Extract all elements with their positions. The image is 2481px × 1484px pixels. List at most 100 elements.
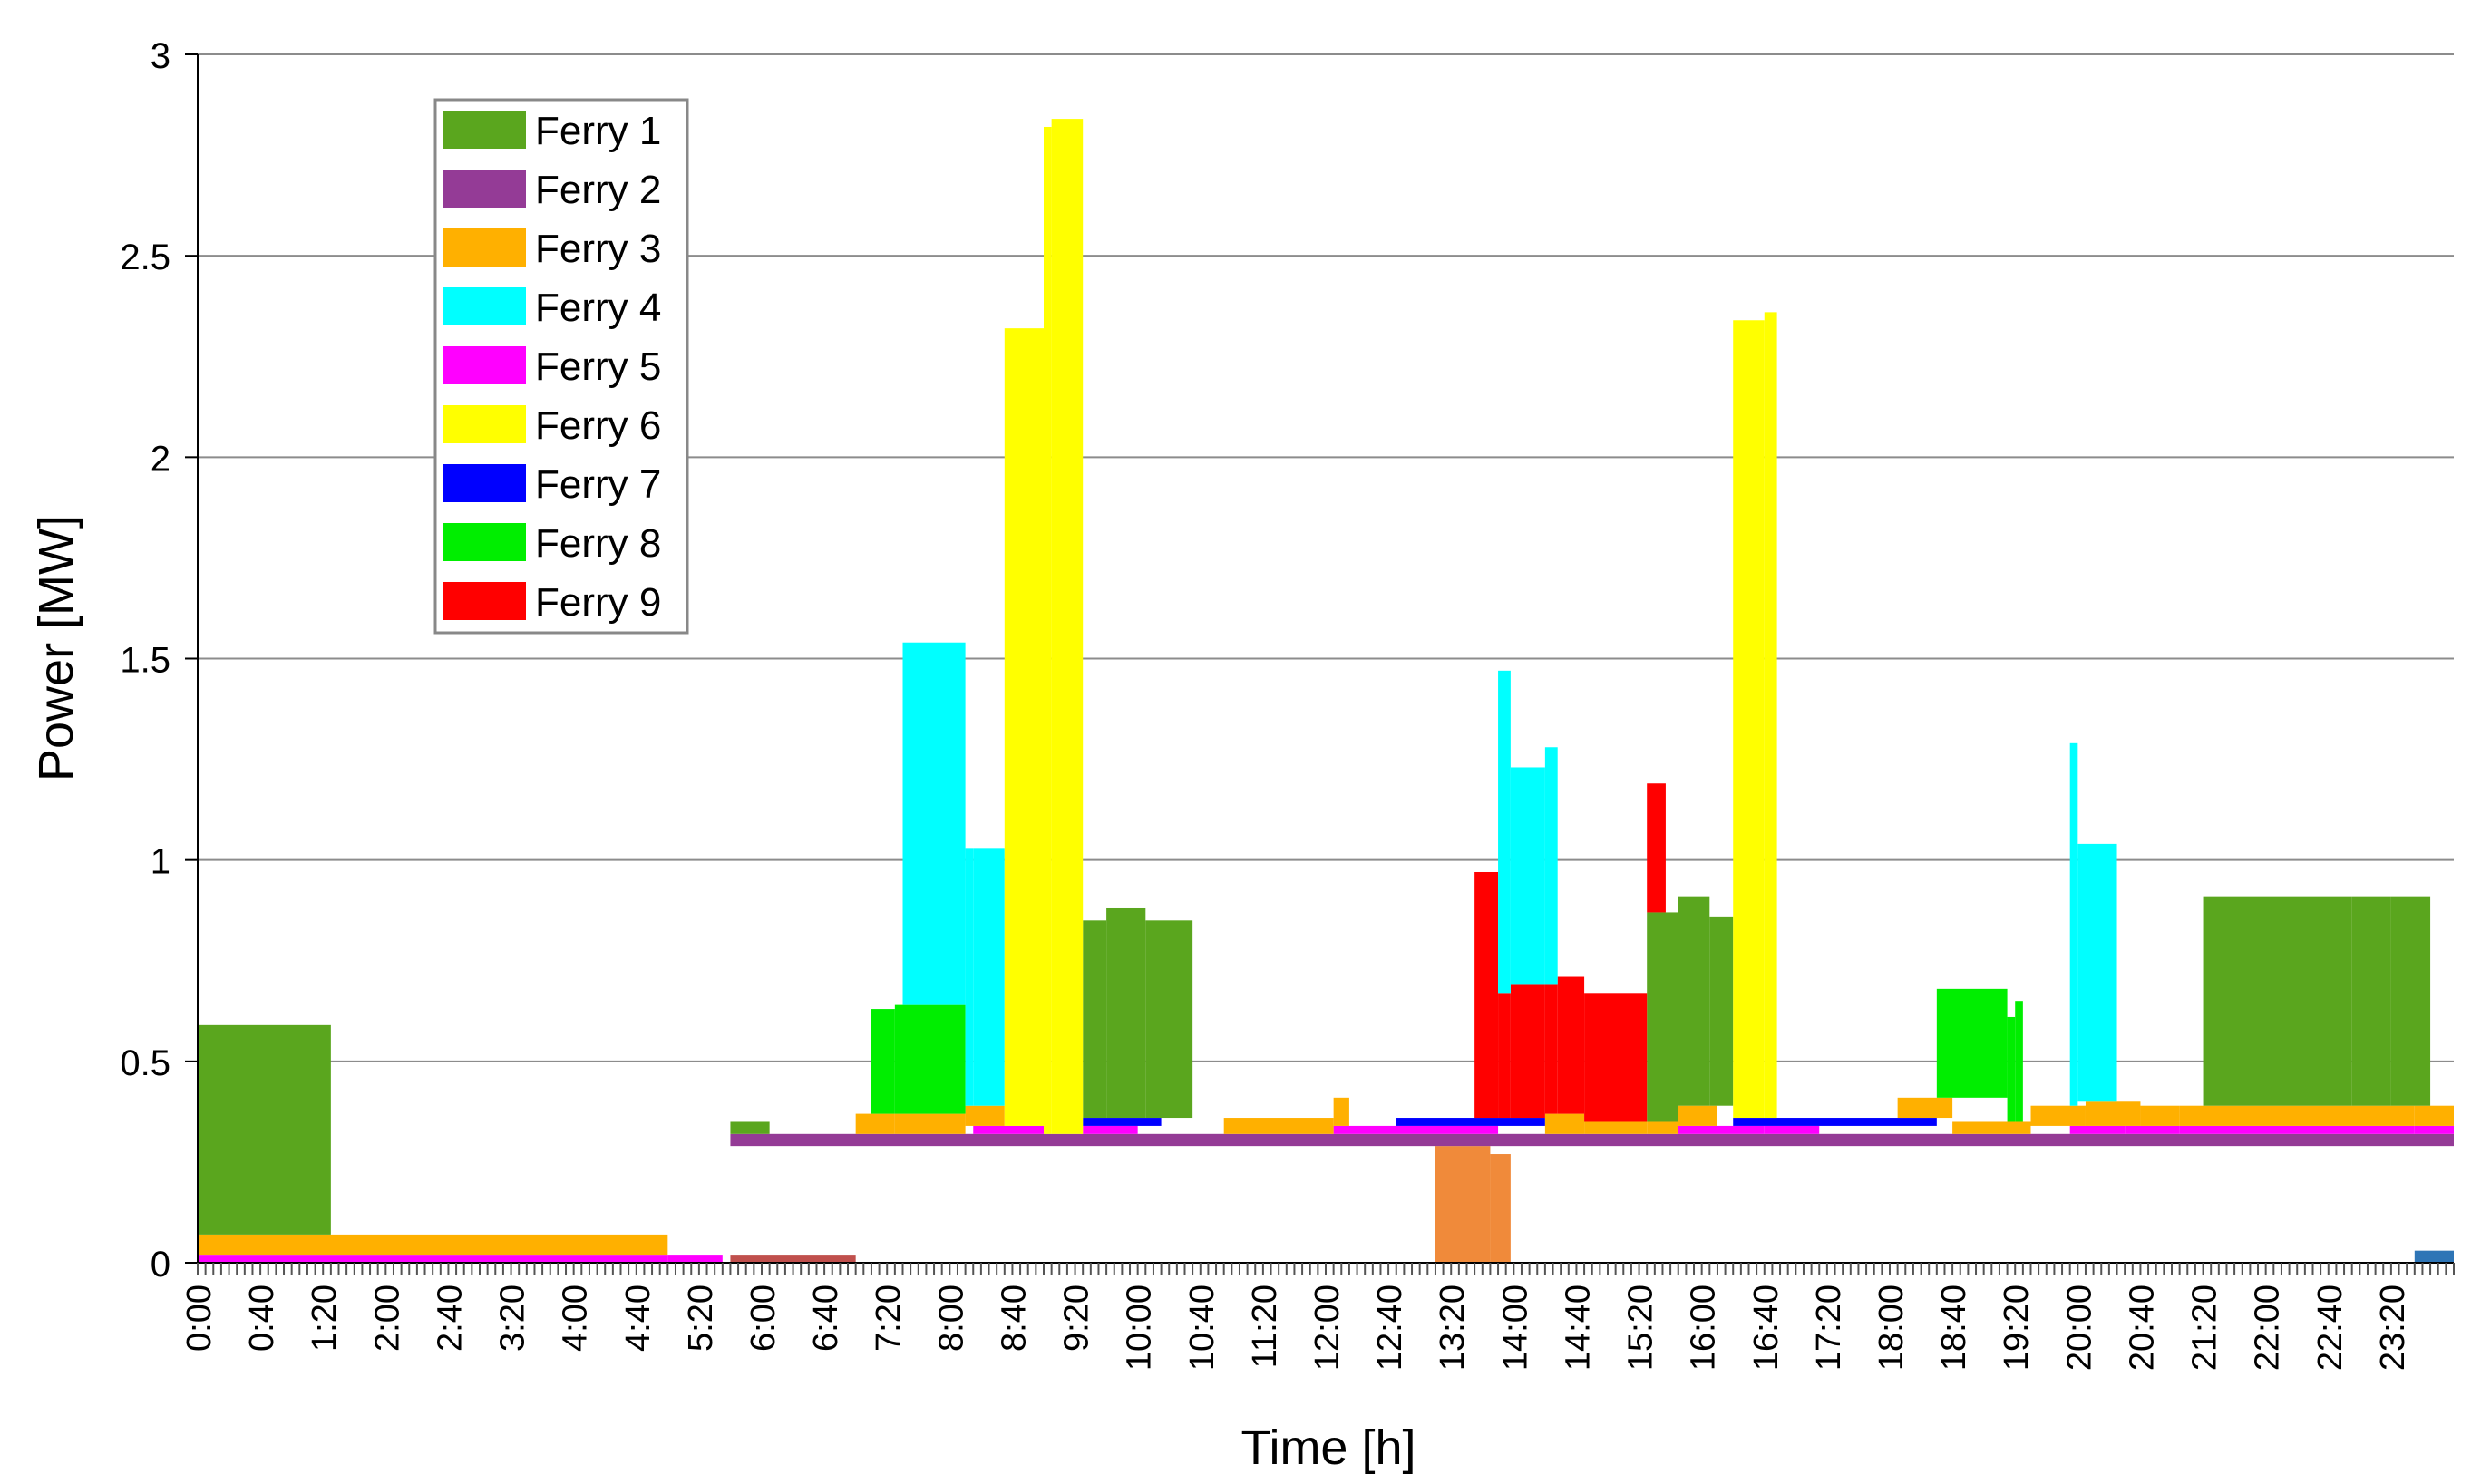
x-tick-label: 10:40	[1183, 1285, 1221, 1371]
x-tick-label: 8:00	[932, 1285, 970, 1352]
bar-ferry-1	[1106, 907, 1146, 1119]
x-tick-label: 12:00	[1309, 1285, 1347, 1371]
bar-segment-extra	[730, 1255, 856, 1263]
legend-swatch	[443, 170, 526, 208]
x-tick-label: 7:20	[870, 1285, 908, 1352]
x-tick-label: 18:40	[1935, 1285, 1973, 1371]
bar-ferry-3	[1544, 1113, 1585, 1134]
bar-ferry-9	[1498, 993, 1511, 1119]
bar-ferry-1	[198, 1024, 331, 1235]
bar-ferry-9	[1474, 871, 1499, 1119]
legend-label: Ferry 1	[535, 109, 661, 153]
legend: Ferry 1 Ferry 2 Ferry 3 Ferry 4 Ferry 5 Ferry…	[433, 98, 689, 635]
bar-ferry-5	[1678, 1125, 1765, 1134]
bar-ferry-6	[1733, 320, 1765, 1119]
x-tick-label: 4:00	[557, 1285, 595, 1352]
x-tick-label: 14:00	[1496, 1285, 1534, 1371]
legend-swatch	[443, 346, 526, 384]
legend-label: Ferry 3	[535, 227, 661, 271]
bar-ferry-8	[2015, 1001, 2023, 1122]
legend-swatch	[443, 464, 526, 502]
chart-bars	[198, 119, 2454, 1263]
x-tick-label: 9:20	[1058, 1285, 1096, 1352]
bar-ferry-1	[1709, 916, 1734, 1106]
x-tick-label: 2:40	[431, 1285, 469, 1352]
bar-ferry-3	[2179, 1105, 2415, 1126]
x-tick-label: 0:40	[243, 1285, 281, 1352]
x-tick-label: 0:00	[180, 1285, 219, 1352]
x-tick-label: 16:00	[1685, 1285, 1723, 1371]
bar-ferry-8	[2007, 1016, 2016, 1122]
x-tick-label: 22:40	[2311, 1285, 2350, 1371]
bar-ferry-3	[198, 1234, 668, 1256]
bar-ferry-1	[2390, 896, 2431, 1106]
bar-ferry-5	[1764, 1125, 1820, 1134]
bar-ferry-3	[2085, 1101, 2141, 1126]
bar-ferry-9	[1557, 976, 1585, 1114]
bar-ferry-6	[1764, 312, 1777, 1119]
bar-ferry-5	[2179, 1125, 2415, 1134]
bar-ferry-9	[1544, 984, 1558, 1114]
bar-ferry-9	[1510, 984, 1523, 1119]
y-axis-title: Power [MW]	[29, 515, 83, 781]
axes: 0 0.5 1 1.5 2 2.5 3 0:00 0:40 1:20 2:00 2:40 3:20 4:0…	[120, 36, 2455, 1371]
bar-ferry-5	[2069, 1125, 2126, 1134]
legend-label: Ferry 7	[535, 462, 661, 507]
x-tick-label: 6:00	[744, 1285, 783, 1352]
bar-ferry-4	[2077, 843, 2117, 1102]
bar-ferry-4	[973, 848, 1005, 1106]
bar-ferry-3	[855, 1113, 895, 1134]
x-tick-label: 14:40	[1559, 1285, 1597, 1371]
x-tick-label: 3:20	[494, 1285, 532, 1352]
y-tick-label: 3	[151, 36, 170, 76]
bar-ferry-5	[2125, 1125, 2180, 1134]
bar-ferry-5	[1396, 1125, 1499, 1134]
bar-ferry-5	[973, 1125, 1044, 1134]
bar-ferry-1	[1678, 896, 1710, 1106]
bar-ferry-3	[2030, 1105, 2086, 1126]
bar-ferry-4	[2069, 742, 2078, 1106]
bar-ferry-2	[730, 1133, 2454, 1147]
bar-ferry-7	[1083, 1118, 1162, 1126]
legend-swatch	[443, 287, 526, 325]
bar-ferry-9	[1523, 984, 1545, 1119]
bar-ferry-1	[1647, 912, 1678, 1122]
bar-ferry-6	[1051, 119, 1084, 1134]
bar-ferry-8	[894, 1004, 966, 1114]
x-tick-label: 23:20	[2374, 1285, 2412, 1371]
bar-ferry-3	[894, 1113, 966, 1134]
x-tick-label: 19:20	[1998, 1285, 2036, 1371]
bar-ferry-5	[198, 1255, 668, 1263]
bar-ferry-1	[2203, 896, 2352, 1106]
bar-ferry-4	[1498, 670, 1511, 994]
x-tick-label: 21:20	[2186, 1285, 2224, 1371]
bar-ferry-1	[1083, 920, 1107, 1119]
y-tick-label: 0	[151, 1245, 170, 1285]
bar-ferry-4	[1510, 767, 1545, 985]
bar-ferry-3	[1897, 1097, 1953, 1119]
bar-ferry-3	[1223, 1118, 1334, 1134]
legend-swatch	[443, 111, 526, 149]
legend-label: Ferry 4	[535, 286, 661, 330]
bar-ferry-9	[1647, 783, 1666, 913]
x-tick-label: 11:20	[1246, 1285, 1284, 1368]
x-tick-label: 12:40	[1371, 1285, 1409, 1371]
legend-label: Ferry 9	[535, 580, 661, 625]
bar-ferry-3	[1333, 1097, 1349, 1126]
bar-segment-extra	[1435, 1146, 1491, 1263]
x-tick-label: 10:00	[1121, 1285, 1159, 1371]
bar-ferry-3	[1678, 1105, 1717, 1126]
bar-ferry-5	[1083, 1125, 1138, 1134]
y-tick-label: 1.5	[120, 641, 170, 681]
bar-ferry-8	[1936, 988, 2008, 1098]
y-tick-label: 1	[151, 842, 170, 882]
x-tick-label: 22:00	[2249, 1285, 2287, 1371]
bar-ferry-3	[2140, 1105, 2180, 1126]
legend-swatch	[443, 228, 526, 267]
bar-ferry-5	[2414, 1125, 2454, 1134]
legend-label: Ferry 5	[535, 344, 661, 389]
bar-ferry-3	[965, 1105, 1005, 1126]
x-tick-label: 13:20	[1434, 1285, 1472, 1371]
bar-ferry-7	[1733, 1118, 1937, 1126]
